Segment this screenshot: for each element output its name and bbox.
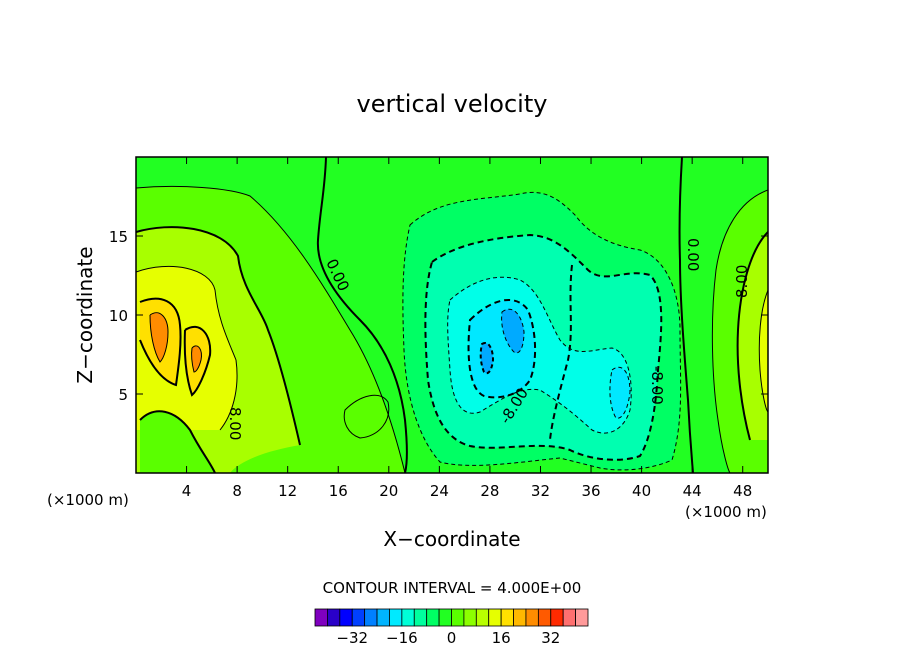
x-tick-label-4: 4 [182, 482, 192, 500]
region-negative-4b [609, 367, 630, 419]
contour-pos-20-a [149, 312, 169, 363]
x-tick-label-32: 32 [531, 482, 550, 500]
contour-pos-20-b [191, 345, 202, 373]
colorbar-swatch-10 [438, 608, 452, 627]
colorbar-tick-label-2: 0 [447, 629, 457, 647]
contour-label-pos-right: 8.00 [733, 265, 751, 298]
colorbar-swatch-3 [351, 608, 366, 627]
contour-label-pos-left: 8.00 [226, 407, 244, 440]
x-tick-label-48: 48 [733, 482, 752, 500]
chart-title: vertical velocity [357, 90, 548, 118]
y-axis-label: Z−coordinate [73, 246, 97, 383]
colorbar-swatch-5 [376, 608, 390, 627]
region-positive-left-inlet [140, 411, 215, 473]
x-unit-right: (×1000 m) [685, 503, 767, 521]
colorbar-swatch-11 [451, 608, 465, 627]
contour-label-zero-right: 0.00 [684, 238, 702, 271]
x-tick-label-28: 28 [480, 482, 499, 500]
x-tick-label-8: 8 [232, 482, 242, 500]
y-tick-label-15: 15 [109, 228, 128, 246]
contour-pos-right-12 [758, 289, 768, 413]
contour-pos-16-a [139, 297, 182, 387]
colorbar-swatch-0 [314, 608, 328, 627]
x-tick-label-20: 20 [379, 482, 398, 500]
x-tick-label-24: 24 [430, 482, 449, 500]
colorbar-swatch-8 [413, 608, 428, 627]
contour-neg-12 [447, 276, 632, 434]
colorbar-swatch-7 [401, 608, 415, 627]
colorbar-swatch-15 [500, 608, 514, 627]
y-axis-ticks: 5 10 15 [109, 228, 768, 404]
contour-zero-left [316, 157, 408, 473]
contour-lines [136, 157, 768, 473]
contour-pos-12 [136, 265, 238, 431]
region-positive-left-5 [150, 312, 168, 362]
region-positive-right-2 [737, 232, 768, 440]
y-tick-label-10: 10 [109, 307, 128, 325]
x-axis-label: X−coordinate [383, 527, 520, 551]
colorbar-swatch-17 [525, 608, 539, 627]
colorbar-swatch-19 [550, 608, 564, 627]
colorbar-swatch-18 [537, 608, 552, 627]
colorbar [314, 608, 589, 627]
x-axis-ticks: 4 8 12 16 20 24 28 32 36 40 44 48 [182, 157, 752, 500]
colorbar-tick-labels: −32 −16 0 16 32 [336, 629, 560, 647]
colorbar-swatch-4 [364, 608, 378, 627]
contour-pos-island [343, 394, 390, 439]
contour-label-neg-right: -8.00 [648, 366, 666, 405]
contour-neg-20-b [479, 342, 495, 375]
colorbar-tick-label-0: −32 [336, 629, 368, 647]
contour-neg-divider [549, 264, 573, 441]
colorbar-swatch-6 [389, 608, 403, 627]
colorbar-swatch-9 [426, 608, 440, 627]
contour-pos-8 [136, 226, 301, 446]
contour-pos-right-4 [711, 189, 768, 473]
colorbar-tick-label-3: 16 [492, 629, 511, 647]
colorbar-swatch-13 [475, 608, 490, 627]
colorbar-swatch-20 [562, 608, 576, 627]
contour-pos-4 [136, 185, 406, 473]
contour-neg-16 [467, 299, 537, 399]
colorbar-swatch-1 [327, 608, 341, 627]
colorbar-swatch-2 [339, 608, 353, 627]
contour-interval-text: CONTOUR INTERVAL = 4.000E+00 [323, 579, 582, 597]
y-tick-label-5: 5 [118, 386, 128, 404]
colorbar-tick-label-1: −16 [386, 629, 418, 647]
x-tick-label-16: 16 [329, 482, 348, 500]
contour-pos-right-8 [736, 231, 768, 441]
x-tick-label-12: 12 [278, 482, 297, 500]
x-unit-left: (×1000 m) [47, 491, 129, 509]
contour-neg-8 [424, 233, 663, 461]
colorbar-swatch-12 [463, 608, 477, 627]
contour-neg-right-blob [609, 366, 631, 419]
contour-field: 0.00 0.00 8.00 8.00 -8.00 -8.00 [136, 157, 768, 473]
colorbar-tick-label-4: 32 [541, 629, 560, 647]
colorbar-swatch-21 [575, 608, 589, 627]
region-negative-5b [480, 342, 493, 374]
contour-neg-4 [402, 192, 682, 471]
region-negative-5 [501, 309, 524, 353]
contour-pos-16-b [183, 325, 212, 397]
colorbar-swatch-16 [513, 608, 527, 627]
x-tick-label-44: 44 [683, 482, 702, 500]
contour-pos-inlet [139, 410, 216, 473]
contour-zero-right [678, 157, 694, 473]
colorbar-swatch-14 [488, 608, 502, 627]
x-tick-label-40: 40 [632, 482, 651, 500]
contour-neg-20-a [501, 308, 525, 354]
x-tick-label-36: 36 [581, 482, 600, 500]
